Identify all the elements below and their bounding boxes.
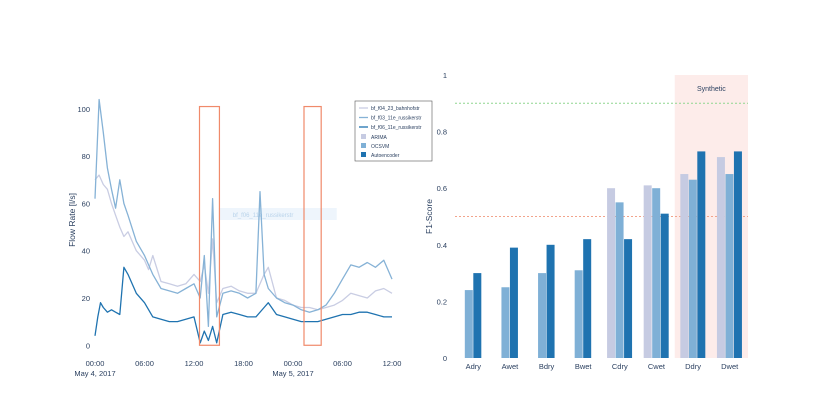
y-tick-label: 0	[443, 354, 447, 363]
x-tick-label: 12:00	[185, 359, 204, 368]
x-tick-sublabel: May 5, 2017	[272, 369, 313, 378]
x-tick-label: Dwet	[721, 362, 739, 371]
x-tick-label: 06:00	[333, 359, 352, 368]
bar-OCSVM-Bdry	[538, 273, 547, 358]
legend: bf_f04_23_bahnhofstr bf_f03_11e_russikers…	[354, 100, 433, 162]
series-line-bf_f04_23_bahnhofstr	[94, 174, 393, 311]
bar-ARIMA-Ddry	[680, 174, 689, 358]
anomaly-window-1	[198, 105, 221, 346]
f1-score-chart: Synthetic 0 0.2 0.4 0.6 0.8 1 F1-Score Adry Awet B…	[424, 71, 748, 371]
y-tick-label: 40	[82, 247, 90, 256]
y-tick-label: 1	[443, 71, 447, 80]
x-tick-label: Bwet	[575, 362, 593, 371]
bar-OCSVM-Adry	[464, 290, 473, 358]
legend-bar-swatch	[361, 152, 366, 157]
x-tick-label: Cdry	[612, 362, 628, 371]
x-tick-label: Awet	[502, 362, 519, 371]
bar-ARIMA-Cdry	[607, 188, 616, 358]
hover-label-box	[218, 208, 337, 220]
bar-Autoencoder-Awet	[509, 247, 518, 358]
x-tick-sublabel: May 4, 2017	[74, 369, 115, 378]
hover-label: bf_f06_11e_russikerstr	[233, 213, 294, 219]
series-line-bf_f06_11e_russikerstr	[94, 266, 392, 344]
bar-OCSVM-Bwet	[574, 270, 583, 358]
x-tick-label: 18:00	[234, 359, 253, 368]
bar-ARIMA-Dwet	[716, 157, 725, 358]
legend-bar-swatch	[361, 143, 366, 148]
bar-OCSVM-Cwet	[652, 188, 661, 358]
legend-label: OCSVM	[371, 144, 389, 150]
x-tick-label: 00:00	[284, 359, 303, 368]
y-tick-label: 0.2	[437, 297, 447, 306]
bar-Autoencoder-Cdry	[624, 239, 633, 358]
y-axis-label: F1-Score	[424, 199, 434, 234]
anomaly-window-2	[303, 105, 322, 346]
bar-OCSVM-Awet	[501, 287, 510, 358]
synthetic-label: Synthetic	[697, 86, 726, 93]
legend-bar-swatch	[361, 134, 366, 139]
x-tick-label: Bdry	[539, 362, 555, 371]
bar-Autoencoder-Cwet	[660, 213, 669, 358]
y-tick-label: 20	[82, 294, 90, 303]
y-tick-label: 100	[77, 105, 90, 114]
bar-OCSVM-Cdry	[615, 202, 624, 358]
y-tick-label: 0.4	[437, 241, 447, 250]
bar-Autoencoder-Dwet	[733, 151, 742, 358]
legend-label: Autoencoder	[371, 153, 400, 159]
legend-label: bf_f06_11e_russikerstr	[371, 125, 422, 131]
y-tick-label: 0	[86, 341, 90, 350]
legend-label: bf_f03_11e_russikerstr	[371, 116, 422, 122]
y-tick-label: 60	[82, 199, 90, 208]
x-tick-label: Adry	[466, 362, 482, 371]
bar-Autoencoder-Ddry	[697, 151, 706, 358]
bar-Autoencoder-Bwet	[583, 239, 592, 358]
bar-OCSVM-Ddry	[688, 179, 697, 358]
x-tick-label: 12:00	[383, 359, 402, 368]
legend-label: bf_f04_23_bahnhofstr	[371, 106, 420, 112]
bar-Autoencoder-Bdry	[546, 244, 555, 358]
x-tick-label: 00:00	[86, 359, 105, 368]
legend-label: ARIMA	[371, 135, 388, 141]
x-tick-label: Cwet	[648, 362, 666, 371]
y-tick-label: 0.6	[437, 184, 447, 193]
x-tick-label: Ddry	[685, 362, 701, 371]
legend-box	[354, 100, 433, 162]
y-axis-label: Flow Rate [l/s]	[67, 193, 77, 247]
x-tick-label: 06:00	[135, 359, 154, 368]
bar-ARIMA-Cwet	[643, 185, 652, 358]
y-tick-label: 0.8	[437, 128, 447, 137]
bar-OCSVM-Dwet	[725, 174, 734, 358]
y-tick-label: 80	[82, 152, 90, 161]
bar-Autoencoder-Adry	[473, 273, 482, 358]
